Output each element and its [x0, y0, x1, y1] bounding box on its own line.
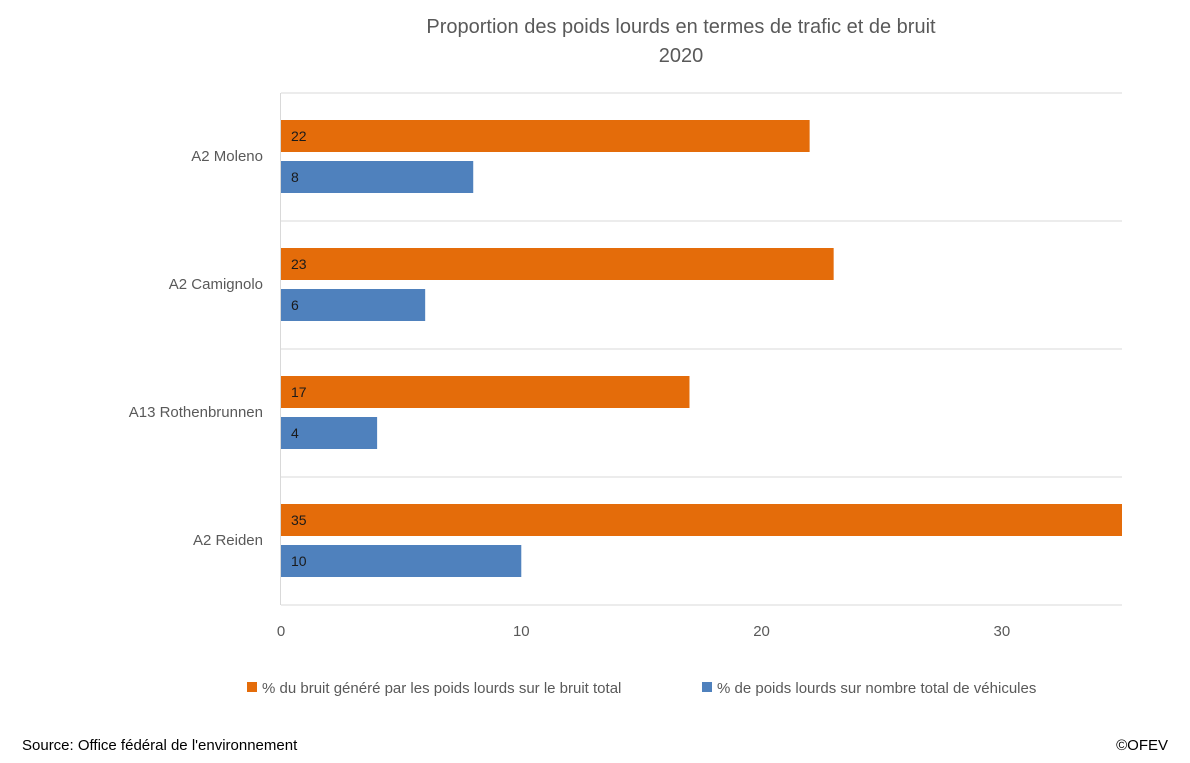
bar	[281, 120, 810, 152]
data-label: 10	[291, 553, 307, 569]
x-tick-label: 0	[277, 623, 285, 640]
copyright: ©OFEV	[1116, 737, 1168, 754]
bar	[281, 161, 474, 193]
legend-label: % de poids lourds sur nombre total de vé…	[717, 680, 1036, 697]
category-label: A2 Camignolo	[169, 276, 263, 293]
x-tick-label: 10	[513, 623, 530, 640]
source-note: Source: Office fédéral de l'environnemen…	[22, 737, 298, 754]
bar	[281, 376, 690, 408]
bar	[281, 289, 426, 321]
data-label: 17	[291, 384, 307, 400]
category-label: A2 Moleno	[191, 148, 263, 165]
x-tick-label: 20	[753, 623, 770, 640]
data-label: 35	[291, 512, 307, 528]
legend-swatch	[247, 682, 257, 692]
bar	[281, 417, 378, 449]
data-label: 8	[291, 169, 299, 185]
legend-label: % du bruit généré par les poids lourds s…	[262, 680, 621, 697]
x-tick-label: 30	[994, 623, 1011, 640]
chart-title: Proportion des poids lourds en termes de…	[426, 16, 936, 38]
category-label: A2 Reiden	[193, 532, 263, 549]
data-label: 22	[291, 128, 307, 144]
legend-swatch	[702, 682, 712, 692]
data-label: 23	[291, 256, 307, 272]
category-label: A13 Rothenbrunnen	[129, 404, 263, 421]
data-label: 6	[291, 297, 299, 313]
bar	[281, 504, 1122, 536]
chart-subtitle: 2020	[659, 45, 704, 67]
bar	[281, 248, 834, 280]
data-label: 4	[291, 425, 299, 441]
bar	[281, 545, 522, 577]
